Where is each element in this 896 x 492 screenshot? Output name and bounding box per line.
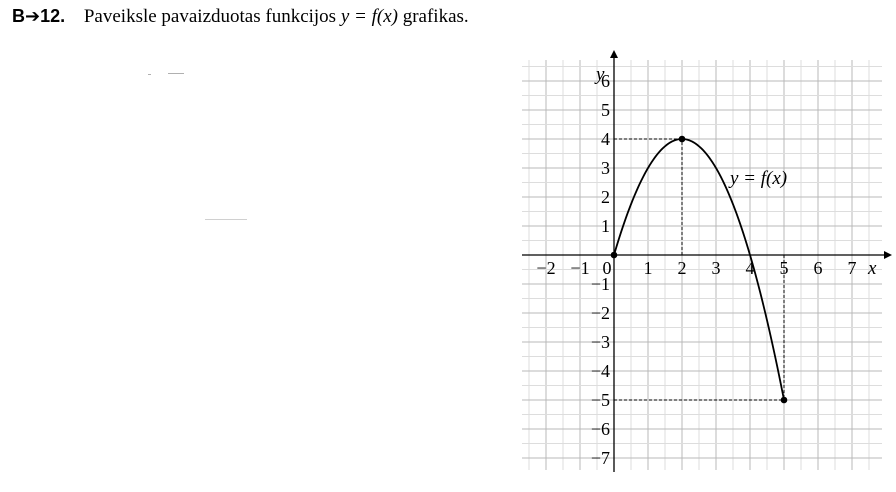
function-label: y = f(x): [728, 168, 787, 189]
y-tick-label: −4: [591, 361, 610, 381]
x-tick-label: 4: [746, 258, 755, 278]
y-tick-label: 6: [601, 71, 610, 91]
y-tick-label: −6: [591, 419, 610, 439]
y-tick-label: −1: [591, 274, 610, 294]
marked-point: [678, 135, 686, 143]
y-tick-label: 3: [601, 158, 610, 178]
task-text-end: grafikas.: [402, 6, 469, 27]
y-tick-label: −7: [591, 448, 610, 468]
y-tick-label: 1: [601, 216, 610, 236]
y-tick-label: −5: [591, 390, 610, 410]
marked-point: [610, 251, 618, 259]
marked-points: [610, 135, 788, 404]
y-axis-label: y: [594, 64, 605, 85]
origin-label: 0: [603, 258, 612, 278]
task-function: y = f(x): [340, 6, 398, 27]
y-tick-label: 5: [601, 100, 610, 120]
x-tick-label: 7: [848, 258, 857, 278]
y-tick-label: −2: [591, 303, 610, 323]
task-number: B➔12.: [12, 6, 66, 26]
marked-point: [780, 396, 788, 404]
task-header: B➔12. Paveiksle pavaizduotas funkcijos y…: [12, 6, 469, 28]
scan-artifact: [148, 74, 151, 75]
scan-artifact: [168, 73, 184, 74]
x-tick-label: 5: [780, 258, 789, 278]
scan-artifact: [205, 219, 247, 220]
guide-lines: [614, 138, 785, 401]
y-tick-label: 2: [601, 187, 610, 207]
x-tick-label: −1: [570, 258, 589, 278]
x-axis-arrow: [884, 251, 892, 259]
function-curve: [613, 138, 785, 401]
y-tick-label: −3: [591, 332, 610, 352]
axes: [522, 50, 892, 472]
x-tick-label: 2: [678, 258, 687, 278]
y-tick-label: 4: [601, 129, 610, 149]
x-tick-label: 3: [712, 258, 721, 278]
tick-labels: −2 −1 1 2 3 4 5 6 7 6 5 4 3 2 1 −1 −2 −3 −4 −5 −6 −7 0: [536, 71, 856, 468]
x-tick-label: 6: [814, 258, 823, 278]
x-tick-label: −2: [536, 258, 555, 278]
x-axis-label: x: [867, 258, 877, 279]
task-text: Paveiksle pavaizduotas funkcijos: [83, 6, 337, 27]
x-tick-label: 1: [644, 258, 653, 278]
y-axis-arrow: [610, 50, 618, 58]
